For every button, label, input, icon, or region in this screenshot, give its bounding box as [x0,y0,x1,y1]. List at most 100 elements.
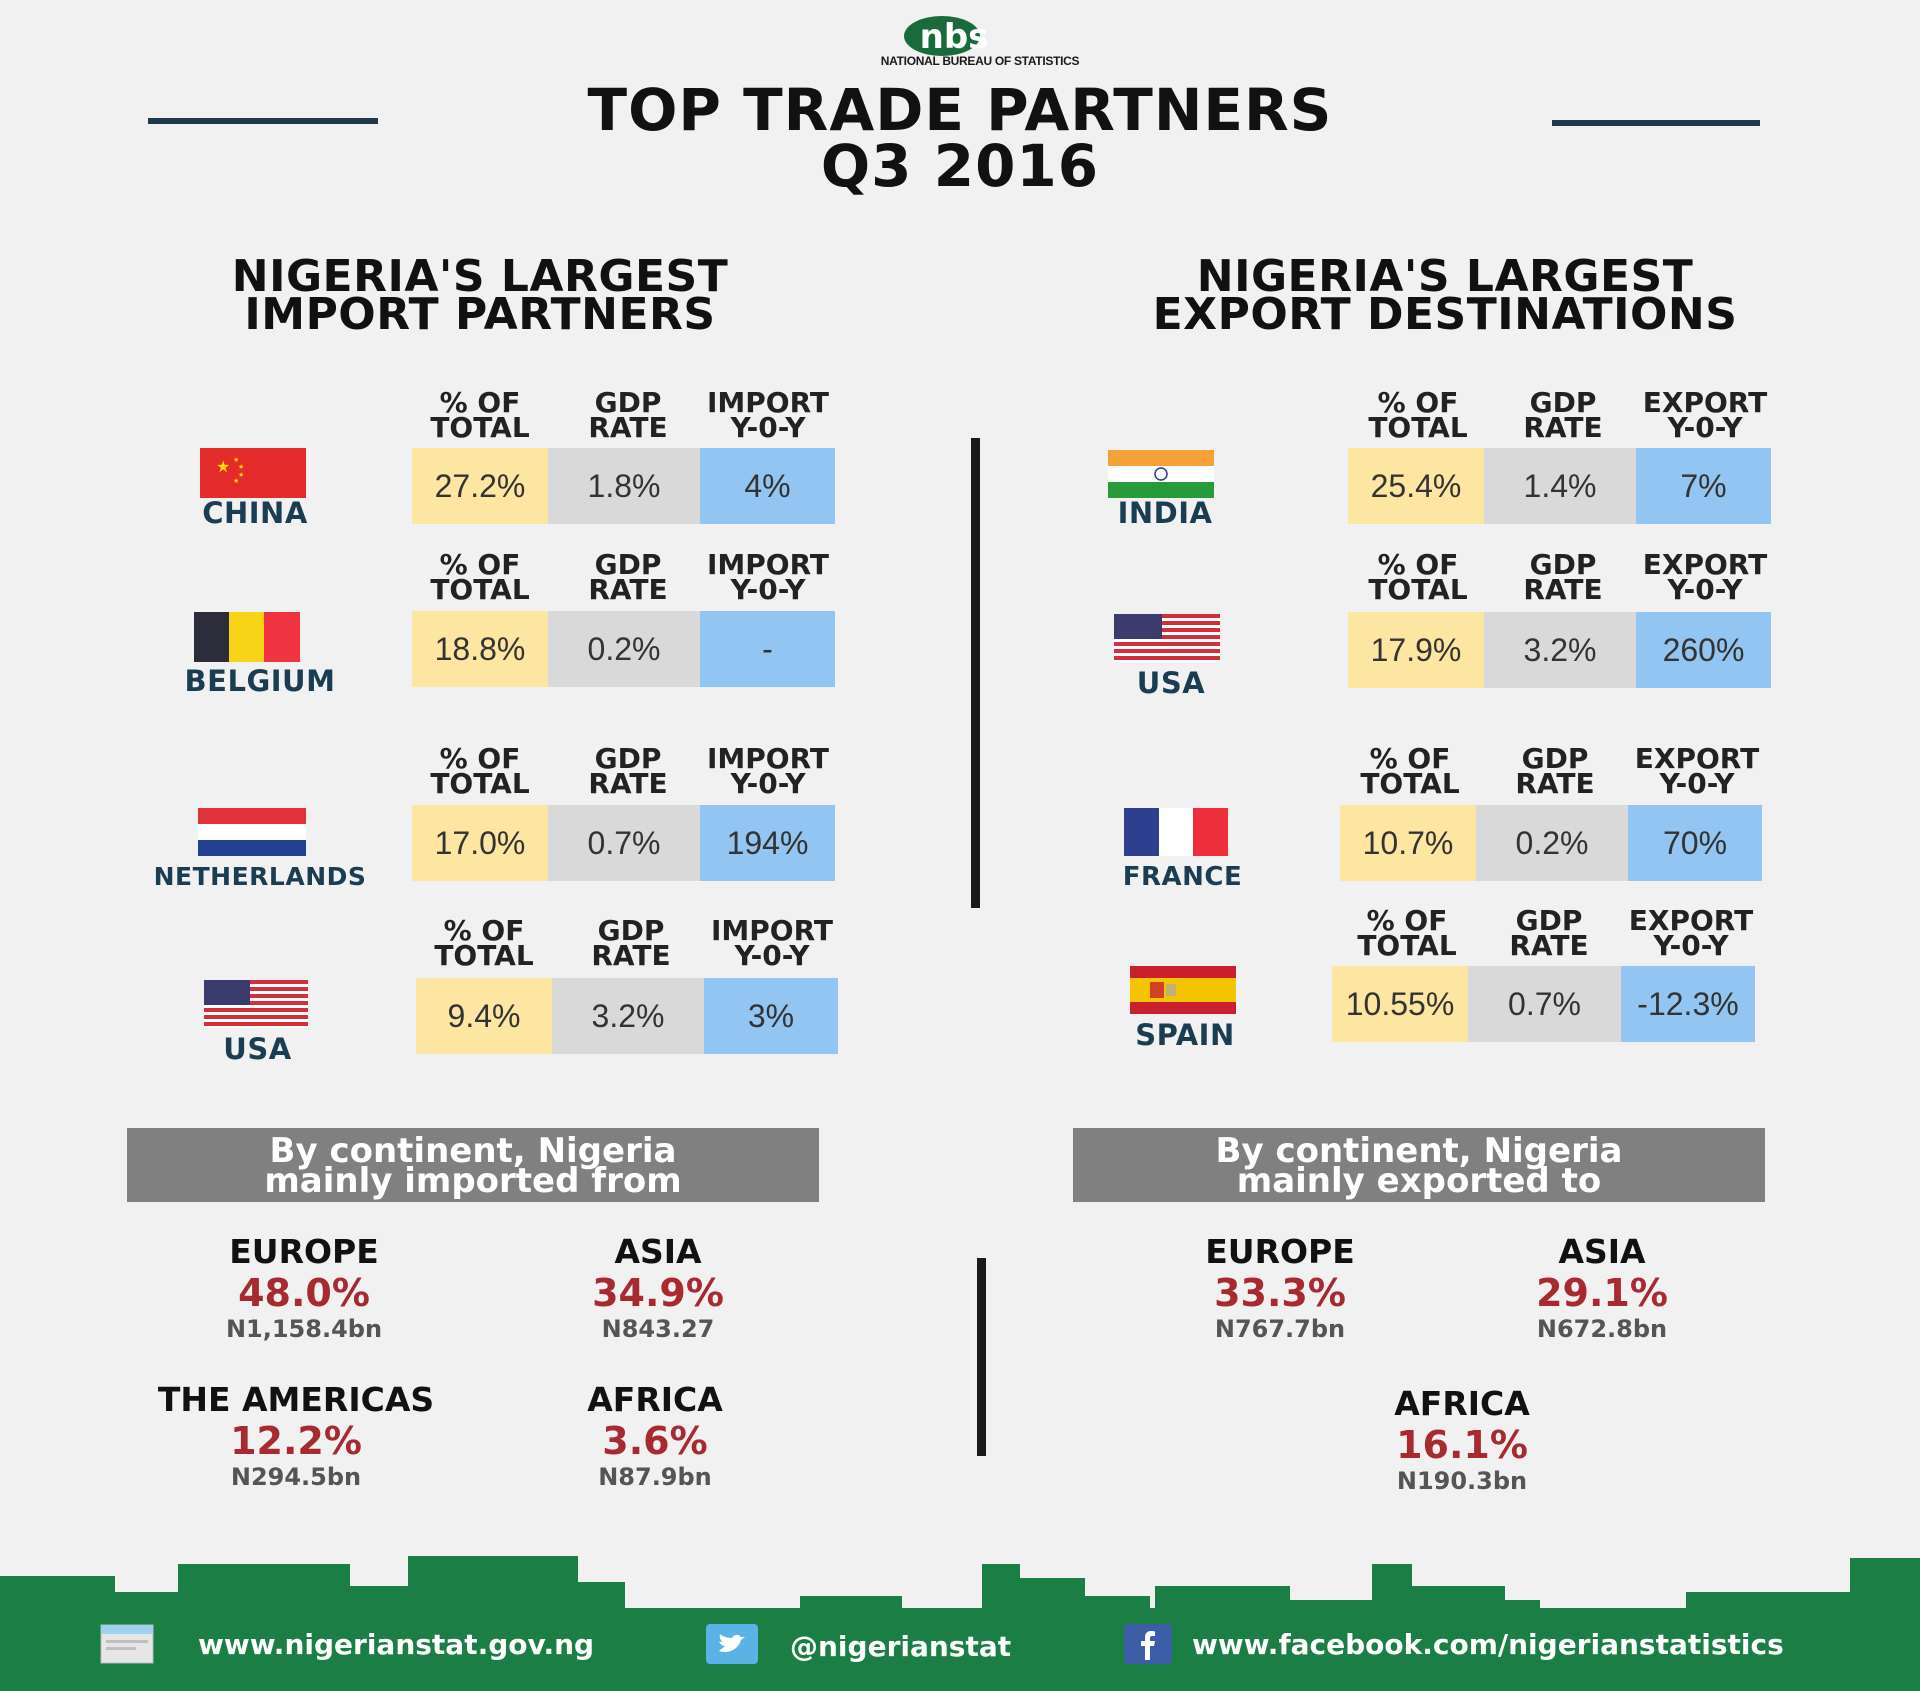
import-yoy-cell: 3% [704,978,838,1054]
import-continent-europe: EUROPE 48.0% N1,158.4bn [164,1232,444,1343]
header-yoy: IMPORT Y-0-Y [706,548,829,606]
header-gdp: GDP RATE [588,742,668,800]
country-label-netherlands: NETHERLANDS [153,862,367,891]
footer-skyline [0,1556,1920,1691]
exports-title-line1: NIGERIA'S LARGEST [1196,251,1694,302]
continent-amount: N294.5bn [230,1463,362,1491]
country-label-usa-export: USA [1136,666,1206,700]
continent-percent: 48.0% [238,1271,370,1315]
imports-continent-banner: By continent, Nigeria mainly imported fr… [127,1128,819,1202]
header-yoy: IMPORT Y-0-Y [706,742,829,800]
india-flag-icon [1108,450,1214,498]
import-gdp-cell: 1.8% [548,448,700,524]
header-pct: % OF TOTAL [434,914,534,972]
import-continent-asia: ASIA 34.9% N843.27 [518,1232,798,1343]
continent-name: ASIA [1558,1232,1646,1271]
header-pct: % OF TOTAL [430,548,530,606]
continent-amount: N843.27 [601,1315,715,1343]
exports-section-title: NIGERIA'S LARGEST EXPORT DESTINATIONS [1085,251,1805,337]
export-gdp-cell: 0.2% [1476,805,1628,881]
import-gdp-cell: 0.2% [548,611,700,687]
svg-text:★: ★ [216,457,230,476]
logo-org-name: NATIONAL BUREAU OF STATISTICS [880,54,1080,68]
export-yoy-cell: 70% [1628,805,1762,881]
header-gdp: GDP RATE [588,386,668,444]
export-pct-cell: 17.9% [1348,612,1484,688]
country-label-france: FRANCE [1122,862,1243,892]
continent-name: AFRICA [587,1380,723,1419]
continent-amount: N1,158.4bn [225,1315,383,1343]
export-yoy-cell: 260% [1636,612,1771,688]
usa-flag-icon [204,980,308,1028]
center-divider-top [971,438,980,908]
exports-continent-banner: By continent, Nigeria mainly exported to [1073,1128,1765,1202]
export-pct-cell: 10.55% [1332,966,1468,1042]
header-yoy: EXPORT Y-0-Y [1642,386,1768,444]
continent-name: AFRICA [1394,1384,1530,1423]
continent-name: THE AMERICAS [157,1380,435,1419]
country-label-belgium: BELGIUM [184,664,336,698]
continent-amount: N87.9bn [598,1463,712,1491]
header-gdp: GDP RATE [1509,904,1589,962]
title-rule-left [148,118,378,124]
imports-title-line2: IMPORT PARTNERS [244,289,716,340]
export-gdp-cell: 1.4% [1484,448,1636,524]
continent-name: EUROPE [229,1232,379,1271]
footer-twitter-link[interactable]: @nigerianstat [790,1630,1012,1663]
china-flag-icon: ★ ★ ★ ★ ★ [200,448,306,498]
facebook-icon [1124,1624,1172,1664]
export-continent-africa: AFRICA 16.1% N190.3bn [1322,1384,1602,1495]
header-gdp: GDP RATE [1523,548,1603,606]
browser-icon [100,1624,154,1664]
continent-name: EUROPE [1205,1232,1355,1271]
exports-banner-line1: By continent, Nigeria [1215,1131,1623,1171]
export-continent-europe: EUROPE 33.3% N767.7bn [1140,1232,1420,1343]
svg-text:★: ★ [238,471,244,479]
import-yoy-cell: 194% [700,805,835,881]
country-label-china: CHINA [202,496,308,530]
continent-percent: 34.9% [592,1271,724,1315]
header-pct: % OF TOTAL [1368,386,1468,444]
footer-website-link[interactable]: www.nigerianstat.gov.ng [198,1628,595,1661]
belgium-flag-icon [194,612,300,662]
country-label-india: INDIA [1117,496,1213,530]
import-pct-cell: 18.8% [412,611,548,687]
export-yoy-cell: 7% [1636,448,1771,524]
header-pct: % OF TOTAL [430,386,530,444]
import-yoy-cell: 4% [700,448,835,524]
header-gdp: GDP RATE [588,548,668,606]
export-gdp-cell: 0.7% [1468,966,1621,1042]
imports-section-title: NIGERIA'S LARGEST IMPORT PARTNERS [120,255,840,340]
country-label-usa: USA [223,1032,292,1066]
export-continent-asia: ASIA 29.1% N672.8bn [1462,1232,1742,1343]
svg-text:★: ★ [233,477,239,485]
usa-flag-icon [1114,614,1220,662]
export-pct-cell: 25.4% [1348,448,1484,524]
france-flag-icon [1124,808,1228,856]
continent-percent: 3.6% [602,1419,708,1463]
export-yoy-cell: -12.3% [1621,966,1755,1042]
imports-banner-line2: mainly imported from [264,1161,682,1201]
continent-percent: 12.2% [230,1419,362,1463]
header-pct: % OF TOTAL [430,742,530,800]
continent-percent: 16.1% [1396,1423,1528,1467]
logo-mark: nbs [920,17,989,57]
import-pct-cell: 17.0% [412,805,548,881]
netherlands-flag-icon [198,808,306,856]
spain-flag-icon [1130,966,1236,1014]
import-gdp-cell: 0.7% [548,805,700,881]
header-yoy: IMPORT Y-0-Y [706,386,829,444]
nbs-logo-icon: nbs [904,16,989,57]
center-divider-bottom [977,1258,986,1456]
continent-amount: N767.7bn [1214,1315,1346,1343]
footer-facebook-link[interactable]: www.facebook.com/nigerianstatistics [1192,1628,1784,1661]
import-continent-africa: AFRICA 3.6% N87.9bn [515,1380,795,1491]
page-title-line1: TOP TRADE PARTNERS [587,76,1333,144]
header-gdp: GDP RATE [1523,386,1603,444]
header-yoy: IMPORT Y-0-Y [710,914,833,972]
imports-banner-line1: By continent, Nigeria [269,1131,677,1171]
exports-banner-line2: mainly exported to [1236,1161,1602,1201]
page-title: TOP TRADE PARTNERS Q3 2016 [460,76,1460,195]
export-pct-cell: 10.7% [1340,805,1476,881]
continent-amount: N190.3bn [1396,1467,1528,1495]
